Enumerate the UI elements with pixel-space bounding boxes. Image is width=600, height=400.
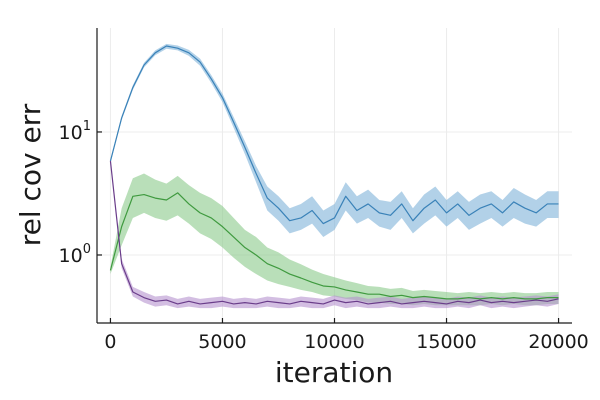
x-tick-label: 5000 (198, 331, 246, 353)
x-tick-label: 15000 (416, 331, 476, 353)
x-tick-label: 20000 (528, 331, 588, 353)
series-1-line (109, 192, 559, 300)
series-1-band (110, 173, 559, 306)
x-tick-label: 10000 (304, 331, 364, 353)
y-tick-label: 100 (59, 242, 91, 267)
x-axis-title: iteration (275, 356, 393, 389)
grid-layer (97, 28, 572, 323)
y-axis-title: rel cov err (14, 103, 47, 246)
y-tick-label: 101 (59, 119, 91, 144)
plot-area (109, 43, 559, 309)
x-tick-label: 0 (104, 331, 116, 353)
series-0-band (110, 43, 559, 238)
ticks-layer: 0 5000 10000 15000 20000 100 101 (59, 119, 589, 353)
series-2-line (109, 161, 559, 305)
series-0-line (109, 45, 559, 225)
